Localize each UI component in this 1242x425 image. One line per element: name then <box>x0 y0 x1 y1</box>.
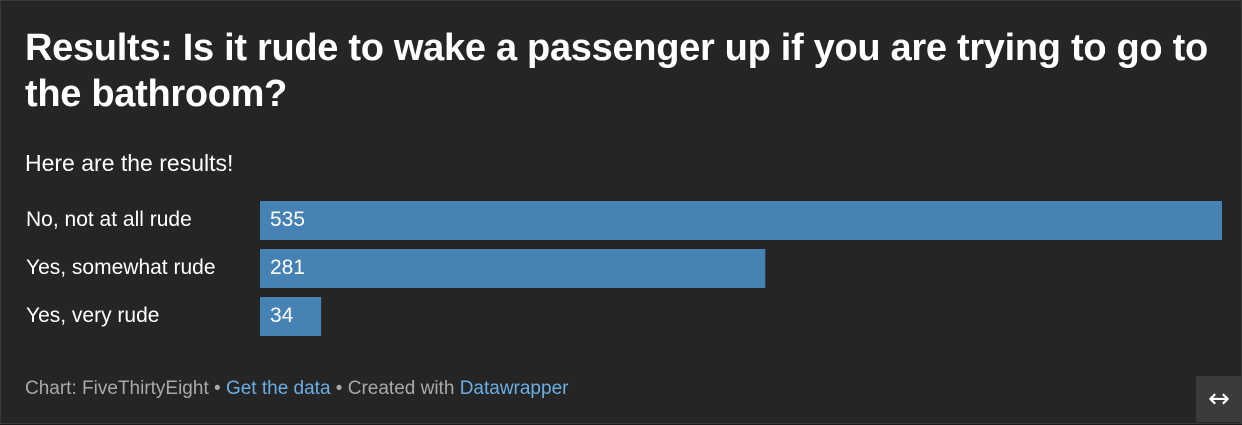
chart-credit: Chart: FiveThirtyEight <box>25 378 209 399</box>
chart-footer: Chart: FiveThirtyEight • Get the data • … <box>25 375 568 403</box>
footer-separator: • <box>208 378 226 399</box>
category-label: Yes, very rude <box>26 304 159 327</box>
bar-value-label: 535 <box>270 208 305 231</box>
get-the-data-link[interactable]: Get the data <box>225 378 331 399</box>
datawrapper-link[interactable]: Datawrapper <box>459 378 569 399</box>
bar-value-label: 281 <box>270 256 305 279</box>
bar-value-label: 34 <box>270 304 294 327</box>
bar <box>260 249 766 288</box>
chart-title: Results: Is it rude to wake a passenger … <box>25 27 1208 115</box>
category-label: No, not at all rude <box>26 208 192 231</box>
chart-subtitle: Here are the results! <box>25 150 234 176</box>
category-label: Yes, somewhat rude <box>26 256 216 279</box>
expand-button[interactable]: ↔ <box>1196 376 1242 422</box>
footer-created-with: • Created with <box>330 378 460 399</box>
bar <box>260 297 322 336</box>
expand-arrows-icon: ↔ <box>1208 384 1230 414</box>
bar <box>260 201 1222 240</box>
